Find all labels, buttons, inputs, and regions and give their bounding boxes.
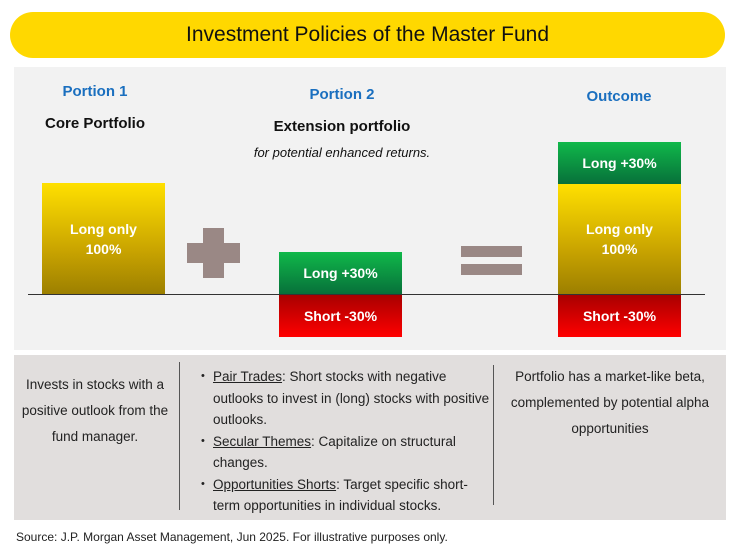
definition: : Capitalize on structural changes. — [213, 433, 456, 471]
equals-icon — [461, 246, 522, 257]
term: Secular Themes — [213, 433, 312, 449]
title-banner: Investment Policies of the Master Fund — [10, 12, 725, 58]
portion2-header: Portion 2 — [309, 86, 375, 103]
page-title: Investment Policies of the Master Fund — [186, 23, 549, 46]
outcome-long-bar: Long +30% — [558, 142, 681, 184]
portion2-note: for potential enhanced returns. — [253, 145, 431, 160]
outcome-description: Portfolio has a market-like beta, comple… — [510, 369, 710, 436]
extension-long-bar: Long +30% — [279, 252, 402, 294]
divider — [493, 365, 494, 505]
plus-icon-vertical — [203, 228, 224, 278]
bar-label: Long only — [586, 221, 653, 237]
outcome-short-bar: Short -30% — [558, 295, 681, 337]
core-long-only-bar: Long only 100% — [42, 183, 165, 295]
source-note: Source: J.P. Morgan Asset Management, Ju… — [16, 530, 448, 544]
definition: : Target specific short-term opportuniti… — [213, 476, 468, 514]
portion1-header: Portion 1 — [62, 83, 128, 100]
outcome-header: Outcome — [586, 88, 652, 105]
bar-value: 100% — [85, 241, 122, 257]
equals-icon-lower — [461, 264, 522, 275]
extension-short-bar: Short -30% — [279, 295, 402, 337]
portion2-subtitle: Extension portfolio — [273, 118, 411, 135]
outcome-core-bar: Long only 100% — [558, 184, 681, 294]
bar-label: Long only — [70, 221, 137, 237]
term: Opportunities Shorts — [213, 476, 337, 492]
definition: : Short stocks with negative outlooks to… — [213, 369, 490, 427]
list-item: Secular Themes: Capitalize on structural… — [198, 431, 493, 474]
list-item: Opportunities Shorts: Target specific sh… — [198, 474, 493, 517]
core-description: Invests in stocks with a positive outloo… — [21, 377, 169, 444]
bar-value: 100% — [601, 241, 638, 257]
extension-description-list: Pair Trades: Short stocks with negative … — [198, 366, 493, 517]
term: Pair Trades — [213, 369, 283, 384]
list-item: Pair Trades: Short stocks with negative … — [198, 366, 493, 431]
divider — [179, 362, 180, 510]
portion1-subtitle: Core Portfolio — [45, 115, 145, 132]
baseline — [28, 294, 705, 295]
